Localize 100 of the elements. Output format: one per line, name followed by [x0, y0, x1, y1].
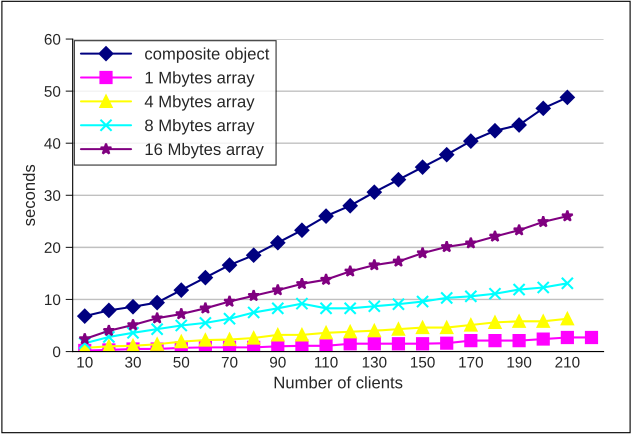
- point: [416, 337, 430, 350]
- legend-label: 4 Mbytes array: [144, 95, 255, 111]
- point: [464, 318, 478, 332]
- point: [223, 294, 236, 308]
- point: [199, 302, 212, 314]
- point: [126, 339, 140, 352]
- y-tick-label: 20: [44, 242, 60, 254]
- point: [464, 290, 478, 303]
- x-tick-label: 130: [362, 356, 386, 368]
- point: [536, 332, 550, 346]
- legend-label: composite object: [145, 47, 270, 63]
- point: [294, 222, 310, 238]
- point: [222, 258, 237, 273]
- point: [198, 333, 212, 347]
- point: [536, 280, 550, 294]
- point: [247, 331, 260, 345]
- point: [416, 246, 429, 259]
- point: [368, 324, 381, 338]
- x-tick-label: 150: [411, 356, 435, 368]
- point: [464, 236, 478, 249]
- x-axis-title: Number of clients: [274, 376, 402, 388]
- point: [536, 100, 551, 116]
- point: [392, 322, 406, 336]
- point: [150, 338, 164, 351]
- point: [319, 339, 333, 352]
- point: [319, 326, 333, 340]
- point: [416, 294, 430, 308]
- point: [222, 332, 236, 346]
- point: [560, 312, 574, 326]
- point: [102, 324, 116, 336]
- point: [536, 314, 550, 328]
- legend-label: 1 Mbytes array: [146, 71, 255, 87]
- point: [174, 318, 188, 332]
- point: [488, 316, 502, 329]
- point: [512, 224, 526, 236]
- point: [318, 208, 334, 224]
- point: [174, 335, 188, 348]
- x-tick-label: 10: [77, 356, 93, 368]
- point: [77, 308, 92, 324]
- point: [344, 325, 357, 338]
- y-tick-label: 10: [45, 294, 60, 306]
- y-tick-label: 0: [52, 346, 60, 358]
- point: [150, 322, 164, 336]
- point: [174, 282, 189, 298]
- point: [440, 291, 454, 304]
- point: [295, 328, 309, 342]
- point: [415, 160, 430, 175]
- x-tick-label: 190: [508, 356, 532, 368]
- y-tick-label: 60: [44, 34, 60, 45]
- point: [174, 307, 188, 320]
- y-axis-title: seconds: [22, 164, 36, 226]
- point: [101, 302, 116, 318]
- legend-label: 16 Mbytes array: [146, 142, 264, 158]
- point: [368, 300, 381, 313]
- point: [439, 147, 454, 162]
- y-tick-label: 50: [44, 86, 60, 97]
- point: [126, 326, 140, 340]
- point: [584, 330, 598, 344]
- y-tick-label: 30: [44, 190, 60, 201]
- point: [150, 312, 164, 324]
- point: [392, 254, 405, 267]
- point: [488, 334, 502, 348]
- point: [512, 334, 526, 348]
- point: [463, 134, 478, 149]
- point: [392, 298, 406, 311]
- point: [488, 230, 502, 242]
- point: [440, 320, 454, 334]
- point: [344, 337, 357, 350]
- x-tick-label: 110: [315, 356, 338, 368]
- point: [464, 334, 478, 348]
- point: [78, 332, 92, 345]
- x-tick-label: 210: [555, 356, 580, 368]
- point: [391, 172, 406, 188]
- point: [78, 336, 92, 350]
- point: [198, 316, 212, 330]
- point: [296, 277, 308, 290]
- point: [560, 330, 574, 344]
- point: [560, 276, 574, 290]
- point: [560, 90, 575, 105]
- point: [344, 264, 357, 277]
- point: [366, 184, 382, 200]
- point: [416, 320, 430, 334]
- point: [488, 287, 502, 300]
- point: [536, 215, 550, 228]
- point: [295, 297, 309, 310]
- legend-label: 8 Mbytes array: [145, 119, 255, 135]
- point: [150, 295, 165, 310]
- point: [271, 283, 284, 296]
- point: [512, 118, 527, 132]
- x-tick-label: 70: [222, 356, 238, 368]
- point: [102, 340, 116, 352]
- x-tick-label: 50: [173, 356, 190, 368]
- x-tick-label: 90: [270, 356, 286, 368]
- point: [440, 240, 454, 252]
- point: [247, 289, 260, 302]
- y-tick-label: 40: [44, 138, 60, 149]
- point: [512, 282, 526, 296]
- point: [246, 248, 262, 263]
- x-tick-label: 30: [125, 356, 141, 368]
- point: [271, 328, 284, 342]
